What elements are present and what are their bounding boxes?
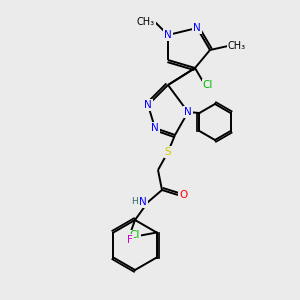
Text: N: N bbox=[164, 30, 172, 40]
Text: N: N bbox=[144, 100, 152, 110]
Text: CH₃: CH₃ bbox=[137, 17, 155, 27]
Text: H: H bbox=[132, 197, 138, 206]
Text: CH₃: CH₃ bbox=[228, 41, 246, 51]
Text: N: N bbox=[184, 107, 192, 117]
Text: Cl: Cl bbox=[130, 230, 140, 241]
Text: F: F bbox=[127, 235, 133, 245]
Text: S: S bbox=[165, 147, 171, 157]
Text: Cl: Cl bbox=[203, 80, 213, 90]
Text: N: N bbox=[151, 123, 159, 133]
Text: O: O bbox=[179, 190, 187, 200]
Text: N: N bbox=[193, 23, 201, 33]
Text: N: N bbox=[139, 197, 147, 207]
